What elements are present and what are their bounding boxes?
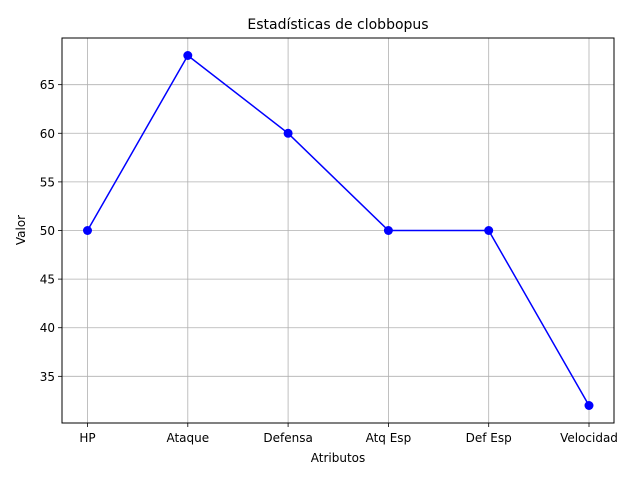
- x-tick-label: Def Esp: [466, 431, 512, 445]
- x-axis-label: Atributos: [311, 451, 366, 465]
- y-tick-label: 65: [40, 78, 55, 92]
- x-axis-ticks: HP Ataque Defensa Atq Esp Def Esp Velocidad: [79, 423, 618, 445]
- x-tick-label: Velocidad: [560, 431, 618, 445]
- data-point: [484, 226, 494, 235]
- y-tick-label: 55: [40, 175, 55, 189]
- y-tick-label: 45: [40, 273, 55, 287]
- y-tick-label: 50: [40, 224, 55, 238]
- y-axis-ticks: 35 40 45 50 55 60 65: [40, 78, 62, 384]
- x-tick-label: Defensa: [263, 431, 312, 445]
- data-point: [183, 51, 193, 60]
- y-axis-label: Valor: [14, 215, 28, 245]
- data-point: [383, 226, 393, 235]
- y-tick-label: 40: [40, 321, 55, 335]
- series-layer: [83, 51, 594, 410]
- x-tick-label: Ataque: [166, 431, 209, 445]
- data-point: [83, 226, 92, 235]
- y-tick-label: 35: [40, 370, 55, 384]
- data-point: [283, 128, 293, 138]
- data-point: [584, 401, 594, 410]
- x-tick-label: HP: [79, 431, 95, 445]
- chart-title: Estadísticas de clobbopus: [247, 17, 428, 33]
- x-tick-label: Atq Esp: [366, 431, 412, 445]
- plot-frame: [61, 37, 615, 424]
- series-line: [86, 54, 590, 406]
- y-tick-label: 60: [40, 127, 55, 141]
